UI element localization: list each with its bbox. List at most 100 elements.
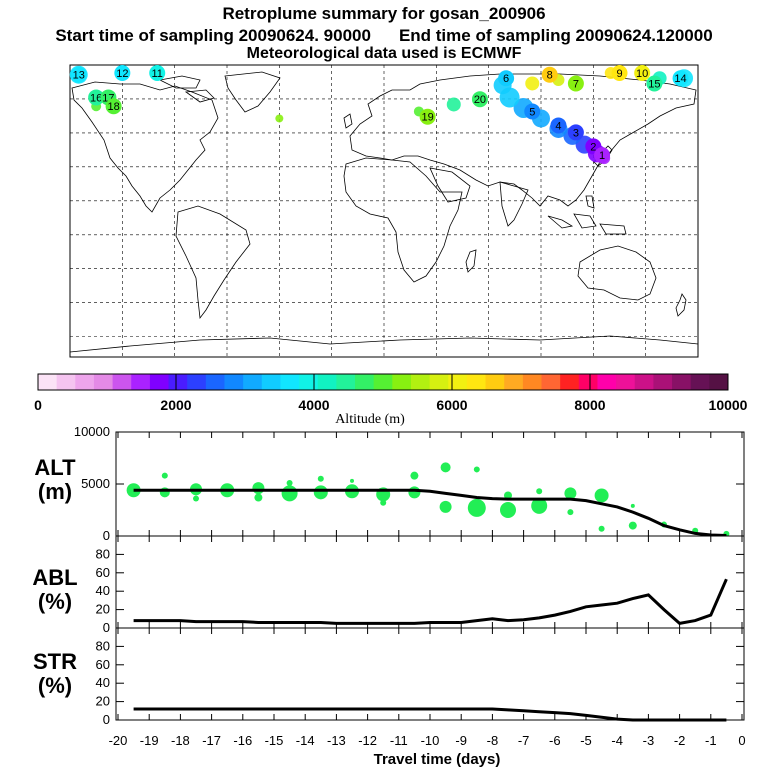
altitude-plume-point xyxy=(531,497,548,514)
day-label-marker xyxy=(114,64,131,81)
day-label-marker xyxy=(567,75,584,92)
str-ytick-label: 80 xyxy=(96,638,110,653)
india-outline xyxy=(499,181,529,227)
day-label: 2 xyxy=(590,141,596,153)
abl-label-line2: (%) xyxy=(37,589,73,614)
altitude-plume-point xyxy=(410,471,419,480)
day-label-marker xyxy=(70,66,87,83)
colorbar-cell xyxy=(653,374,673,390)
colorbar-cell xyxy=(522,374,543,390)
day-label: 7 xyxy=(573,78,579,90)
x-tick-label: -16 xyxy=(233,733,252,748)
chart-title: Retroplume summary for gosan_200906 xyxy=(222,4,546,23)
colorbar-cell xyxy=(504,374,524,390)
x-tick-label: -3 xyxy=(643,733,655,748)
colorbar-cell xyxy=(448,374,468,390)
x-tick-label: -12 xyxy=(358,733,377,748)
altitude-plume-point xyxy=(317,475,324,482)
day-label-marker xyxy=(419,108,436,125)
day-label-marker xyxy=(611,64,628,81)
sampling-times: Start time of sampling 20090624. 90000 En… xyxy=(0,26,768,46)
abl-frame xyxy=(115,535,745,629)
alt-ytick-label: 0 xyxy=(103,528,110,543)
day-label: 9 xyxy=(616,68,622,80)
altitude-plume-point xyxy=(630,503,635,508)
plume-point xyxy=(525,76,540,91)
x-tick-label: -17 xyxy=(202,733,221,748)
colorbar-tick-label: 8000 xyxy=(574,397,605,413)
colorbar-cell xyxy=(93,374,114,390)
altitude-plume-point xyxy=(408,486,421,499)
altitude-plume-point xyxy=(536,488,543,495)
day-label: 10 xyxy=(636,68,648,80)
altitude-colorbar: 0 2000 4000 6000 8000 10000 Altitude (m) xyxy=(34,373,748,427)
colorbar-cell xyxy=(75,374,95,390)
abl-line xyxy=(133,578,728,626)
str-label-line1: STR xyxy=(33,649,77,674)
start-time-text: Start time of sampling 20090624. 90000 xyxy=(55,26,371,45)
altitude-plume-point xyxy=(500,502,516,518)
colorbar-cell xyxy=(466,374,487,390)
x-tick-label: -5 xyxy=(580,733,592,748)
colorbar-cell xyxy=(336,374,356,390)
abl-panel: 0 20 40 60 80 xyxy=(96,535,745,635)
colorbar-cell xyxy=(485,374,505,390)
met-data-text: Meteorological data used is ECMWF xyxy=(246,45,522,62)
x-tick-label: -18 xyxy=(171,733,190,748)
day-label-marker xyxy=(646,75,663,92)
madagascar-outline xyxy=(465,249,477,273)
abl-ytick-label: 40 xyxy=(96,583,110,598)
altitude-plume-point xyxy=(252,482,265,495)
uk-outline xyxy=(343,113,353,129)
day-label: 20 xyxy=(474,94,486,106)
day-label: 15 xyxy=(648,78,660,90)
day-label-marker xyxy=(88,89,105,106)
colorbar-cell xyxy=(429,374,449,390)
altitude-plume-point xyxy=(628,521,637,530)
altitude-plume-point xyxy=(564,487,577,500)
x-tick-label: -8 xyxy=(487,733,499,748)
str-ytick-label: 60 xyxy=(96,657,110,672)
x-tick-label: -20 xyxy=(109,733,128,748)
abl-ytick-label: 60 xyxy=(96,565,110,580)
colorbar-cell xyxy=(616,374,636,390)
x-tick-label: -2 xyxy=(674,733,686,748)
str-ytick-label: 20 xyxy=(96,694,110,709)
arctic-islands-outline xyxy=(158,75,215,103)
day-label-marker xyxy=(550,117,567,134)
abl-ytick-label: 20 xyxy=(96,602,110,617)
day-label-marker xyxy=(524,103,541,120)
africa-outline xyxy=(343,157,463,283)
x-tick-label: -1 xyxy=(705,733,717,748)
colorbar-cell xyxy=(149,374,170,390)
day-label: 1 xyxy=(599,150,605,162)
x-axis-label: Travel time (days) xyxy=(374,751,501,768)
colorbar-cell xyxy=(261,374,281,390)
str-ytick-label: 40 xyxy=(96,675,110,690)
colorbar-cell xyxy=(410,374,431,390)
colorbar-cell xyxy=(168,374,188,390)
colorbar-cell xyxy=(634,374,654,390)
alt-label-line1: ALT xyxy=(34,455,76,480)
colorbar-tick-label: 10000 xyxy=(709,397,748,413)
colorbar-tick-label: 4000 xyxy=(298,397,329,413)
altitude-plume-point xyxy=(254,493,263,502)
alt-panel-label: ALT (m) xyxy=(10,456,100,504)
continent-outlines xyxy=(69,71,699,353)
x-tick-label: -14 xyxy=(296,733,315,748)
day-label: 3 xyxy=(573,127,579,139)
altitude-plume-point xyxy=(193,495,199,502)
x-tick-label: -10 xyxy=(421,733,440,748)
abl-label-line1: ABL xyxy=(32,565,78,590)
colorbar-cell xyxy=(280,374,300,390)
altitude-plume-point xyxy=(567,509,574,516)
day-label: 16 xyxy=(90,92,102,104)
day-label-marker xyxy=(105,98,122,115)
x-tick-label: -4 xyxy=(611,733,623,748)
colorbar-cell xyxy=(392,374,412,390)
antarctica-outline xyxy=(69,335,699,353)
day-label-marker xyxy=(541,66,558,83)
colorbar-cell xyxy=(597,374,617,390)
